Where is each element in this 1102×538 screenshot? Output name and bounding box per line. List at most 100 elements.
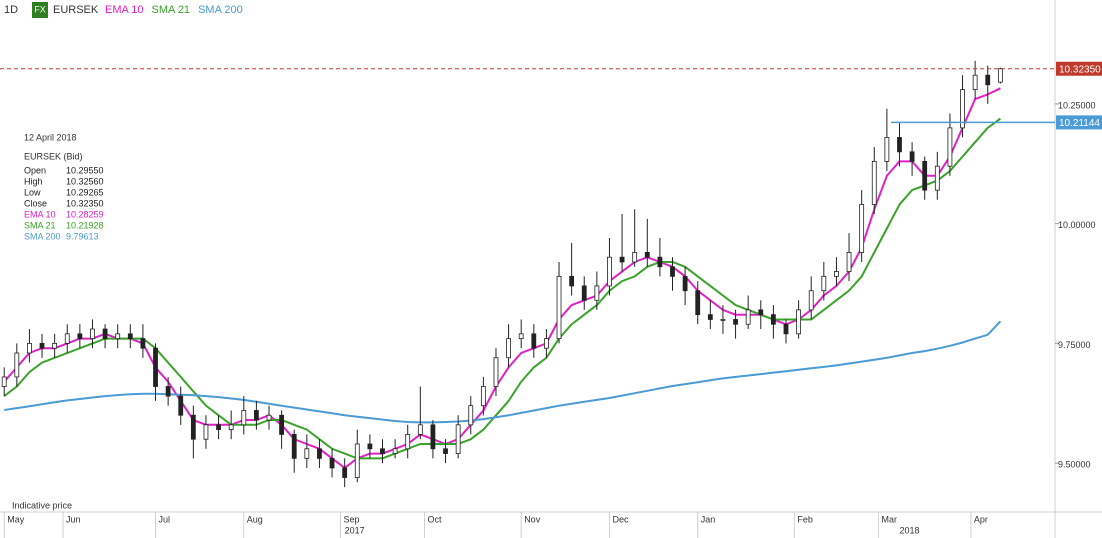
- candle-body: [808, 290, 814, 311]
- badge: FX: [34, 4, 46, 14]
- info-value: 9.79613: [66, 231, 99, 241]
- x-tick-label: Mar: [881, 514, 897, 524]
- price-tag: 10.21144: [1059, 118, 1100, 129]
- candle-body: [607, 256, 612, 287]
- candle-body: [203, 424, 209, 440]
- candle-body: [947, 127, 953, 167]
- candle-body: [405, 434, 411, 450]
- candle-body: [909, 151, 915, 162]
- info-label: High: [24, 176, 43, 186]
- candle-body: [493, 357, 499, 387]
- info-value: 10.32350: [66, 198, 104, 208]
- x-tick-label: May: [7, 514, 25, 524]
- candle-body: [846, 252, 852, 272]
- info-value: 10.21928: [66, 220, 104, 230]
- candle-body: [897, 137, 902, 153]
- x-tick-label: Aug: [247, 514, 263, 524]
- candle-body: [417, 424, 423, 435]
- candle-body: [972, 74, 978, 90]
- y-tick-label: 10.00000: [1058, 220, 1096, 230]
- legend-entry: SMA 200: [198, 4, 243, 16]
- candle-body: [834, 271, 839, 277]
- candle-body: [153, 347, 158, 387]
- candle-body: [27, 343, 32, 354]
- candle-body: [783, 323, 789, 335]
- candle-body: [556, 275, 562, 340]
- info-value: 10.29550: [66, 165, 104, 175]
- candle-body: [140, 338, 146, 349]
- candle-body: [468, 405, 474, 426]
- x-tick-label: Apr: [974, 514, 988, 524]
- candle-body: [392, 448, 398, 454]
- candle-body: [859, 204, 865, 253]
- candle-body: [720, 319, 726, 321]
- candle-body: [304, 448, 310, 459]
- candle-body: [367, 443, 373, 450]
- candle-body: [506, 338, 511, 359]
- candle-body: [52, 343, 58, 349]
- candle-body: [985, 74, 991, 86]
- info-value: 10.28259: [66, 209, 104, 219]
- candle-body: [354, 443, 360, 478]
- x-tick-label: Oct: [428, 514, 443, 524]
- candle-body: [544, 338, 549, 349]
- indicator-line: [3, 87, 1001, 470]
- x-tick-label: Dec: [612, 514, 629, 524]
- candle-body: [657, 256, 663, 268]
- price-tag-bg: [1056, 61, 1102, 76]
- info-date: 12 April 2018: [24, 132, 77, 142]
- candle-body: [569, 275, 575, 287]
- candle-body: [127, 333, 133, 340]
- legend-entry: EMA 10: [105, 4, 144, 16]
- candle-body: [670, 266, 675, 277]
- year-label: 2017: [345, 525, 365, 535]
- candle-body: [14, 352, 20, 378]
- candle-body: [216, 424, 221, 431]
- candle-body: [480, 386, 486, 407]
- x-tick-label: Nov: [524, 514, 541, 524]
- note: Indicative price: [12, 500, 72, 510]
- candle-body: [632, 252, 638, 263]
- year-label: 2018: [899, 525, 919, 535]
- candle-body: [745, 309, 751, 325]
- candle-body: [190, 414, 196, 440]
- y-tick-label: 9.50000: [1058, 460, 1091, 470]
- x-tick-label: Sep: [343, 514, 359, 524]
- candle-body: [380, 448, 385, 454]
- price-tag: 10.32350: [1059, 64, 1101, 75]
- info-title: EURSEK (Bid): [24, 151, 83, 161]
- candle-body: [39, 343, 45, 349]
- interval: 1D: [4, 4, 18, 16]
- candle-body: [884, 137, 890, 162]
- candle-body: [758, 309, 764, 316]
- candle-body: [960, 89, 965, 129]
- price-tag-bg: [1056, 115, 1102, 130]
- legend-entry: SMA 21: [152, 4, 191, 16]
- info-value: 10.29265: [66, 187, 104, 197]
- y-tick-label: 9.75000: [1058, 340, 1091, 350]
- candle-body: [178, 395, 184, 416]
- info-label: SMA 200: [24, 231, 61, 241]
- candle-body: [115, 333, 121, 340]
- candle-body: [619, 256, 625, 263]
- candle-body: [922, 161, 928, 191]
- candle-body: [644, 252, 650, 258]
- info-value: 10.32560: [66, 176, 104, 186]
- candle-body: [443, 448, 448, 454]
- candle-body: [253, 410, 259, 421]
- candle-body: [796, 309, 802, 335]
- candle-body: [430, 424, 436, 450]
- candle-body: [266, 414, 272, 421]
- candle-body: [934, 165, 940, 191]
- candle-body: [997, 68, 1003, 83]
- info-label: SMA 21: [24, 220, 56, 230]
- info-label: Low: [24, 187, 41, 197]
- candle-body: [102, 328, 108, 340]
- candle-body: [871, 161, 877, 205]
- candle-body: [733, 319, 738, 325]
- x-tick-label: Jul: [159, 514, 171, 524]
- candle-body: [165, 386, 171, 397]
- candle-body: [707, 314, 713, 320]
- candle-body: [90, 328, 95, 340]
